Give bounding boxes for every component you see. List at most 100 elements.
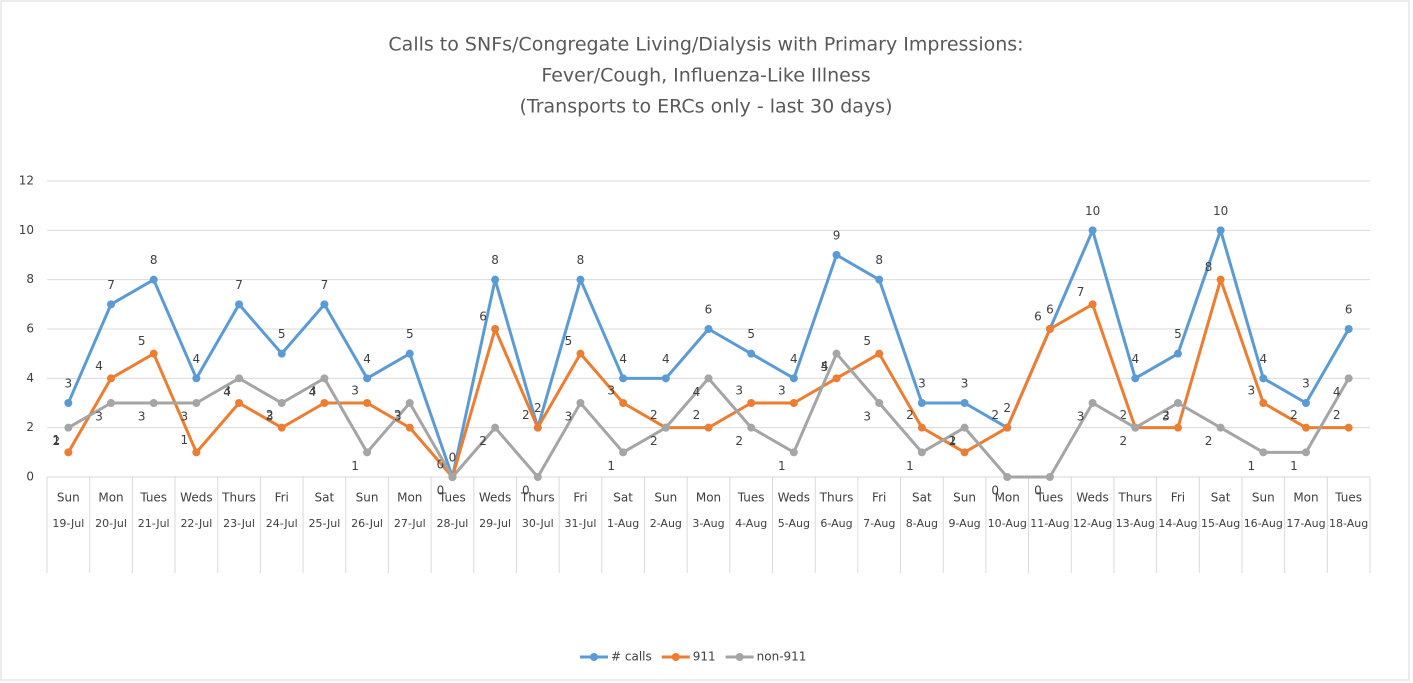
data-point xyxy=(1173,399,1182,407)
x-tick-label: Mon xyxy=(98,491,123,505)
data-label: 2 xyxy=(1162,408,1170,422)
data-point xyxy=(1344,374,1353,383)
data-point xyxy=(405,349,414,358)
data-label: 3 xyxy=(961,377,969,391)
data-point xyxy=(747,349,756,358)
data-point xyxy=(917,423,926,432)
data-point xyxy=(1301,399,1310,407)
x-tick-label: Tues xyxy=(139,491,167,505)
x-tick-label: Sun xyxy=(654,491,677,505)
x-tick-label: 10-Aug xyxy=(988,517,1027,530)
x-tick-label: Fri xyxy=(275,491,289,505)
data-label: 2 xyxy=(735,434,743,448)
data-label: 3 xyxy=(181,410,189,424)
data-label: 3 xyxy=(95,410,103,424)
data-label: 5 xyxy=(863,334,871,348)
data-label: 2 xyxy=(53,434,61,448)
x-tick-label: 4-Aug xyxy=(735,517,767,530)
data-point xyxy=(960,399,969,407)
data-label: 4 xyxy=(223,385,231,399)
data-label: 1 xyxy=(607,459,615,473)
x-tick-label: 14-Aug xyxy=(1158,517,1197,530)
data-label: 4 xyxy=(619,352,627,366)
data-label: 1 xyxy=(1290,459,1298,473)
data-point xyxy=(149,349,158,358)
data-label: 2 xyxy=(266,408,274,422)
data-point xyxy=(149,399,158,407)
data-label: 6 xyxy=(1046,303,1054,317)
data-point xyxy=(363,399,372,407)
data-label: 7 xyxy=(321,278,329,292)
data-point xyxy=(832,374,841,383)
x-tick-label: 31-Jul xyxy=(565,517,597,530)
data-label: 5 xyxy=(406,327,414,341)
data-point xyxy=(405,399,414,407)
x-tick-label: 26-Jul xyxy=(351,517,383,530)
data-point xyxy=(1259,374,1268,383)
x-tick-label: Thurs xyxy=(520,491,555,505)
x-tick-label: Sun xyxy=(356,491,379,505)
data-label: 8 xyxy=(150,253,158,267)
data-label: 0 xyxy=(449,451,457,465)
x-tick-label: Thurs xyxy=(221,491,256,505)
legend-marker xyxy=(671,653,680,661)
data-point xyxy=(192,374,201,383)
data-label: 1 xyxy=(351,459,359,473)
data-label: 3 xyxy=(778,384,786,398)
data-label: 4 xyxy=(821,359,829,373)
data-point xyxy=(875,399,884,407)
data-label: 3 xyxy=(309,384,317,398)
data-point xyxy=(960,423,969,432)
legend-label: non-911 xyxy=(757,650,807,664)
data-label: 8 xyxy=(491,253,499,267)
x-tick-label: 25-Jul xyxy=(308,517,340,530)
data-label: 0 xyxy=(991,484,999,498)
x-tick-label: 27-Jul xyxy=(394,517,426,530)
data-point xyxy=(1259,448,1268,457)
data-label: 2 xyxy=(1333,408,1341,422)
x-tick-label: 21-Jul xyxy=(138,517,170,530)
data-point xyxy=(1301,448,1310,457)
data-point xyxy=(277,423,286,432)
data-point xyxy=(1301,423,1310,432)
data-point xyxy=(619,448,628,457)
data-label: 1 xyxy=(181,433,189,447)
data-point xyxy=(1088,300,1097,309)
x-tick-label: Tues xyxy=(737,491,765,505)
chart-title: Calls to SNFs/Congregate Living/Dialysis… xyxy=(388,34,1023,56)
x-tick-label: 29-Jul xyxy=(479,517,511,530)
data-label: 5 xyxy=(278,327,286,341)
data-label: 1 xyxy=(949,433,957,447)
data-point xyxy=(320,300,329,309)
data-label: 2 xyxy=(534,401,542,415)
x-tick-label: Mon xyxy=(1293,491,1318,505)
x-tick-label: 8-Aug xyxy=(906,517,938,530)
data-point xyxy=(832,349,841,358)
data-point xyxy=(576,349,585,358)
x-tick-label: 17-Aug xyxy=(1286,517,1325,530)
legend-label: # calls xyxy=(611,650,652,664)
data-label: 0 xyxy=(437,458,445,472)
data-label: 2 xyxy=(693,408,701,422)
data-point xyxy=(192,399,201,407)
data-label: 1 xyxy=(906,459,914,473)
legend-marker xyxy=(735,653,744,661)
data-point xyxy=(107,399,116,407)
x-tick-label: Tues xyxy=(438,491,466,505)
data-point xyxy=(533,473,542,481)
data-point xyxy=(1088,226,1097,235)
data-point xyxy=(1088,399,1097,407)
x-tick-label: 16-Aug xyxy=(1244,517,1283,530)
data-point xyxy=(1344,423,1353,432)
data-label: 2 xyxy=(1290,408,1298,422)
data-label: 3 xyxy=(918,377,926,391)
x-tick-label: Fri xyxy=(573,491,587,505)
y-tick-label: 0 xyxy=(26,470,34,484)
data-point xyxy=(405,423,414,432)
x-tick-label: Fri xyxy=(872,491,886,505)
x-tick-label: Tues xyxy=(1036,491,1064,505)
x-tick-label: Mon xyxy=(995,491,1020,505)
x-tick-label: 7-Aug xyxy=(863,517,895,530)
data-point xyxy=(1045,325,1054,333)
